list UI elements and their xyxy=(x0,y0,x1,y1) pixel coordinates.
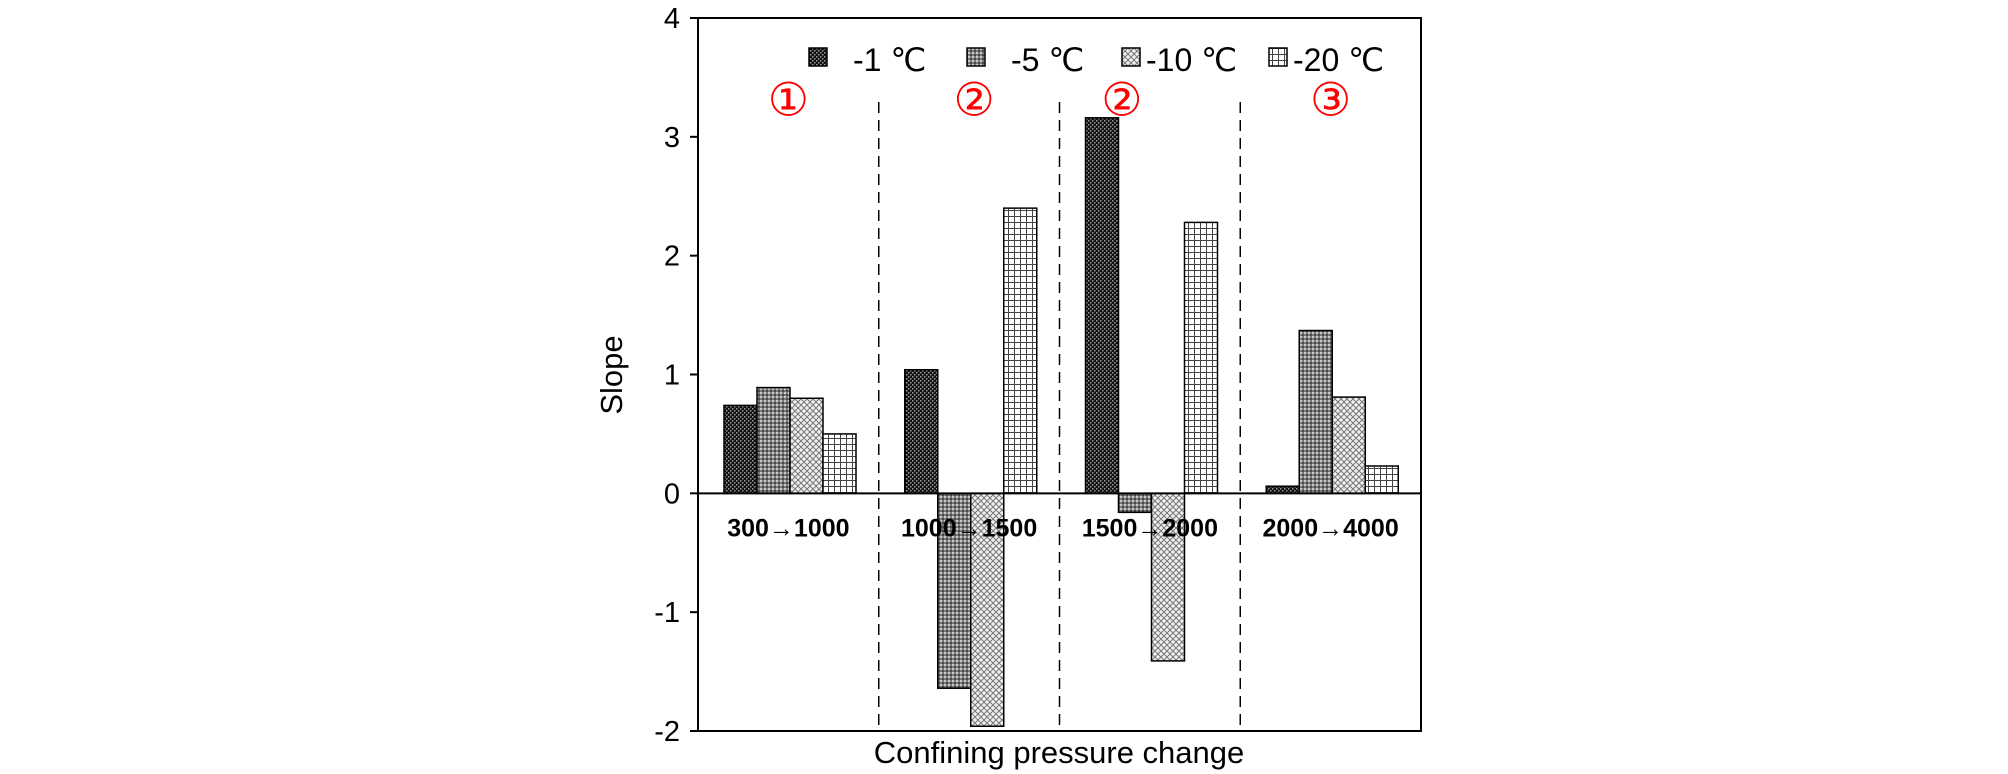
region-labels: ① ② ② ③ xyxy=(768,72,1352,126)
bar-0-1 xyxy=(756,386,791,495)
x-axis-title: Confining pressure change xyxy=(874,735,1245,770)
bar-3-0 xyxy=(1265,485,1300,495)
y-tick-label: 2 xyxy=(664,241,680,273)
bar-3-1 xyxy=(1298,329,1333,495)
legend-label: -10 ℃ xyxy=(1146,42,1237,78)
bar-2-0 xyxy=(1084,117,1120,495)
y-tick-label: 1 xyxy=(664,360,680,392)
category-label: 1500→2000 xyxy=(1082,514,1218,542)
legend-swatch-3 xyxy=(1268,47,1288,67)
bar-3-2 xyxy=(1331,396,1366,495)
y-tick-label: -1 xyxy=(654,597,680,629)
category-label: 300→1000 xyxy=(727,514,849,542)
region-label: ② xyxy=(1101,72,1142,126)
region-label: ③ xyxy=(1310,72,1351,126)
category-label: 2000→4000 xyxy=(1263,514,1399,542)
y-axis-title: Slope xyxy=(594,335,629,414)
bar-1-2 xyxy=(970,492,1005,727)
category-labels: 300→1000 1000→1500 1500→2000 2000→4000 xyxy=(727,514,1399,542)
bar-3-3 xyxy=(1364,465,1399,495)
bar-0-2 xyxy=(789,397,824,495)
bar-1-3 xyxy=(1003,207,1038,495)
legend-swatch-1 xyxy=(966,47,986,67)
category-dividers xyxy=(878,102,1241,731)
legend-label: -1 ℃ xyxy=(853,42,926,78)
legend-swatch-2 xyxy=(1121,47,1141,67)
region-label: ② xyxy=(954,72,995,126)
bar-0-0 xyxy=(723,404,758,495)
bar-0-3 xyxy=(822,433,857,495)
bar-1-0 xyxy=(904,368,939,495)
y-tick-label: 0 xyxy=(664,478,680,510)
y-axis: -2 -1 0 1 2 3 4 xyxy=(654,3,698,748)
legend-label: -20 ℃ xyxy=(1293,42,1384,78)
y-tick-label: 4 xyxy=(664,3,680,35)
region-label: ① xyxy=(768,72,809,126)
legend-label: -5 ℃ xyxy=(1011,42,1084,78)
bar-2-1 xyxy=(1117,492,1153,514)
category-label: 1000→1500 xyxy=(901,514,1037,542)
bar-2-3 xyxy=(1183,221,1219,495)
y-tick-label: -2 xyxy=(654,716,680,748)
legend: -1 ℃ -5 ℃ -10 ℃ -20 ℃ xyxy=(808,42,1384,78)
y-tick-label: 3 xyxy=(664,122,680,154)
bars xyxy=(723,117,1399,727)
legend-swatch-0 xyxy=(808,47,828,67)
